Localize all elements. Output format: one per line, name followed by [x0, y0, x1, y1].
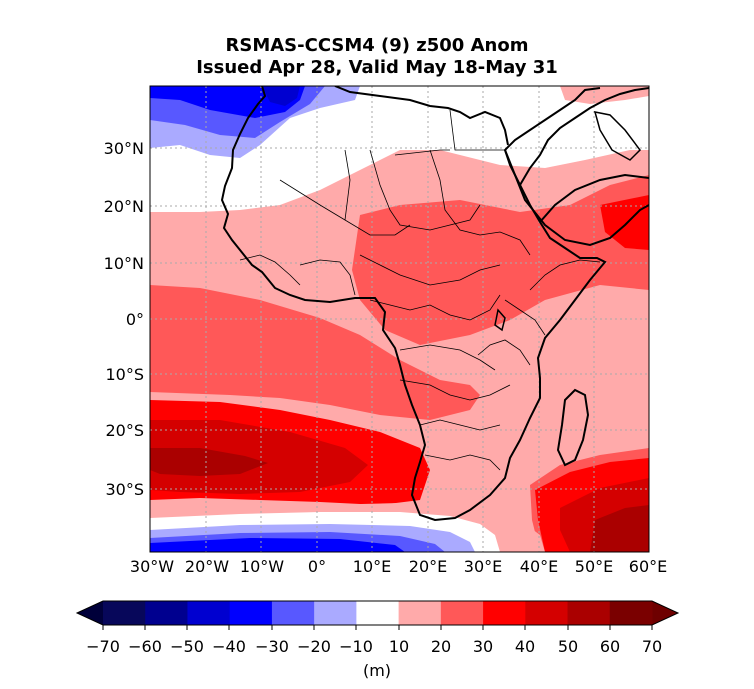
colorbar-swatches — [103, 601, 653, 625]
field-pos-20-30-central — [352, 175, 649, 345]
colorbar-swatch — [567, 601, 611, 625]
colorbar-tick-label: 70 — [642, 637, 662, 656]
map-frame — [149, 85, 650, 553]
field-pos-50-60-sw — [150, 448, 268, 476]
colorbar-swatch — [271, 601, 315, 625]
colorbar-swatch — [483, 601, 526, 625]
colorbar-tick-label: −60 — [128, 637, 162, 656]
colorbar-swatch — [103, 601, 146, 625]
lon-tick-20w: 20°W — [185, 557, 229, 576]
field-pos-20-30-west — [150, 285, 480, 420]
lat-tick-20n: 20°N — [104, 197, 144, 216]
colorbar-swatch — [398, 601, 442, 625]
colorbar-tick-label: −10 — [339, 637, 373, 656]
colorbar-ticks — [102, 625, 653, 630]
colorbar-swatch — [229, 601, 273, 625]
colorbar-tick-label: 20 — [431, 637, 451, 656]
colorbar-swatch — [525, 601, 569, 625]
lon-tick-30e: 30°E — [464, 557, 502, 576]
lon-tick-10w: 10°W — [240, 557, 284, 576]
lon-tick-20e: 20°E — [409, 557, 447, 576]
colorbar-tick-label: 60 — [600, 637, 620, 656]
colorbar-tick-label: −50 — [170, 637, 204, 656]
colorbar-swatch — [314, 601, 357, 625]
lon-tick-40e: 40°E — [520, 557, 558, 576]
colorbar-tick-label: −20 — [297, 637, 331, 656]
field-neg-40-50 — [262, 86, 300, 106]
colorbar-over-arrow — [652, 601, 678, 625]
colorbar-tick-label: 50 — [558, 637, 578, 656]
lat-tick-10n: 10°N — [104, 254, 144, 273]
colorbar-under-arrow — [77, 601, 103, 625]
colorbar-tick-label: −30 — [255, 637, 289, 656]
lon-tick-0: 0° — [308, 557, 326, 576]
colorbar-tick-label: 40 — [515, 637, 535, 656]
lat-tick-30s: 30°S — [105, 480, 144, 499]
colorbar: −70 −60 −50 −40 −30 −20 −10 10 20 30 40 … — [75, 600, 680, 656]
chart-title-line2: Issued Apr 28, Valid May 18-May 31 — [196, 57, 558, 78]
colorbar-tick-label: 10 — [389, 637, 409, 656]
lon-tick-50e: 50°E — [575, 557, 613, 576]
country-borders — [239, 109, 601, 471]
colorbar-swatch — [609, 601, 653, 625]
lon-tick-10e: 10°E — [353, 557, 391, 576]
lat-tick-20s: 20°S — [105, 421, 144, 440]
lon-tick-labels: 30°W 20°W 10°W 0° 10°E 20°E 30°E 40°E 50… — [130, 557, 667, 576]
field-pos-ne-corner — [560, 86, 649, 104]
colorbar-units: (m) — [362, 661, 392, 680]
gridlines — [150, 86, 649, 552]
colorbar-swatch — [356, 601, 400, 625]
lat-tick-0: 0° — [126, 310, 144, 329]
field-pos-50-60-se — [590, 505, 649, 552]
colorbar-swatch — [440, 601, 484, 625]
lat-tick-labels: 30°N 20°N 10°N 0° 10°S 20°S 30°S — [104, 139, 144, 499]
lat-tick-10s: 10°S — [105, 365, 144, 384]
chart-title-line1: RSMAS-CCSM4 (9) z500 Anom — [225, 35, 529, 56]
colorbar-tick-label: −40 — [212, 637, 246, 656]
colorbar-tick-label: −70 — [86, 637, 120, 656]
lon-tick-30w: 30°W — [130, 557, 174, 576]
colorbar-tick-labels: −70 −60 −50 −40 −30 −20 −10 10 20 30 40 … — [86, 637, 662, 656]
lon-tick-60e: 60°E — [629, 557, 667, 576]
lat-tick-30n: 30°N — [104, 139, 144, 158]
coastlines — [220, 86, 649, 522]
colorbar-swatch — [187, 601, 231, 625]
colorbar-tick-label: 30 — [473, 637, 493, 656]
colorbar-swatch — [145, 601, 188, 625]
field-neg-30-40-south — [150, 538, 405, 552]
anomaly-fields — [150, 86, 649, 552]
